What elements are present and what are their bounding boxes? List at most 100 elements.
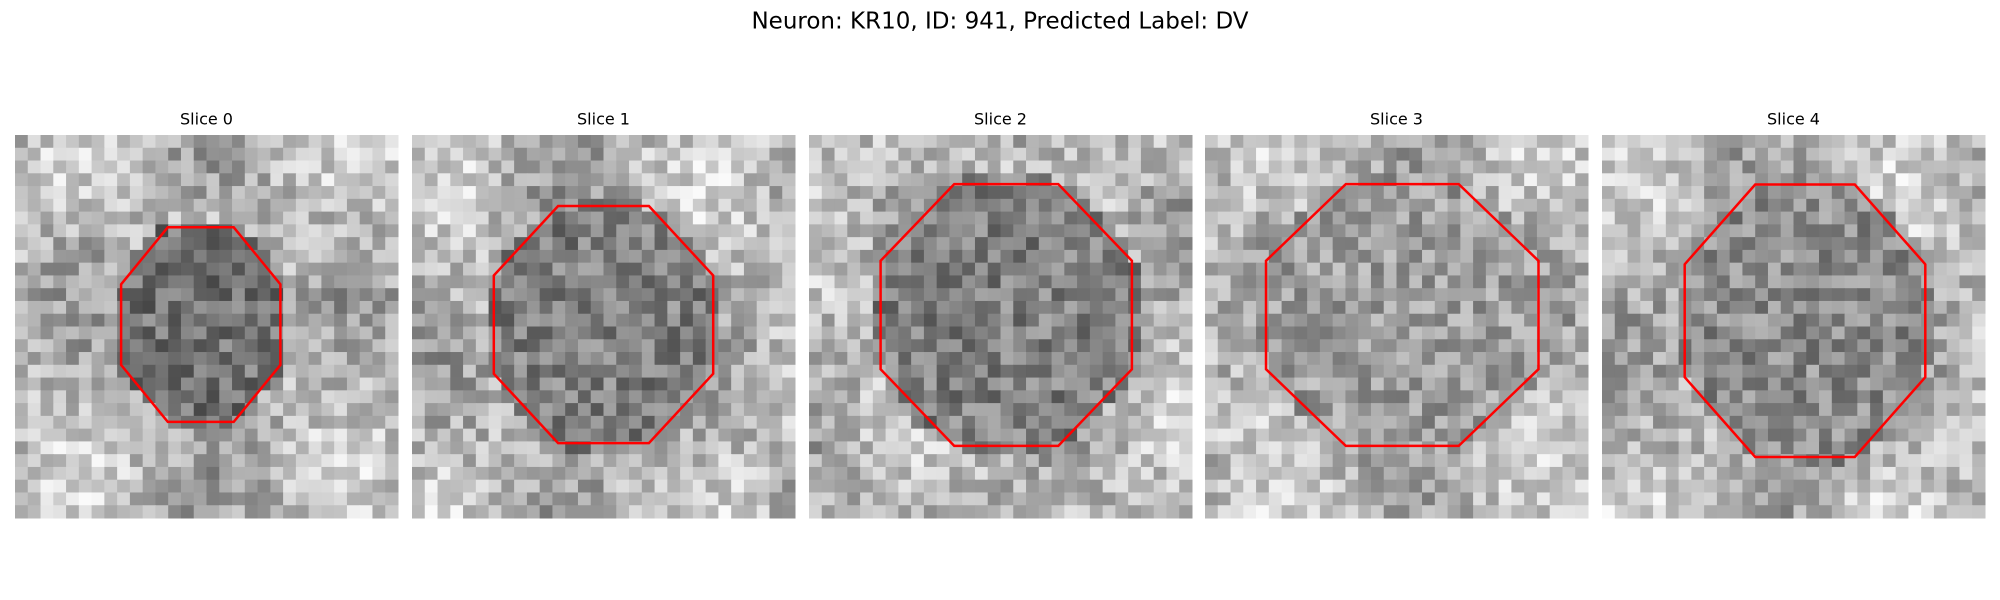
- pixel: [1716, 224, 1731, 238]
- pixel: [1383, 326, 1397, 340]
- pixel: [1908, 160, 1922, 174]
- pixel: [1409, 390, 1423, 404]
- pixel: [616, 237, 630, 251]
- pixel: [1422, 249, 1436, 264]
- pixel: [1844, 186, 1858, 200]
- pixel: [680, 364, 694, 379]
- pixel: [283, 441, 297, 455]
- pixel: [1793, 492, 1807, 506]
- pixel: [1640, 288, 1654, 302]
- pixel: [1153, 160, 1167, 174]
- pixel: [129, 339, 144, 353]
- pixel: [1217, 262, 1232, 276]
- pixel: [1562, 352, 1576, 366]
- pixel: [78, 211, 93, 225]
- pixel: [1294, 364, 1308, 379]
- pixel: [1013, 300, 1027, 315]
- pixel: [129, 466, 144, 481]
- pixel: [1434, 275, 1449, 289]
- pixel: [283, 339, 297, 353]
- pixel: [104, 466, 118, 481]
- pixel: [1128, 479, 1142, 493]
- pixel: [1793, 326, 1807, 340]
- pixel: [847, 390, 861, 404]
- pixel: [1562, 428, 1576, 442]
- pixel: [526, 275, 541, 289]
- pixel: [552, 135, 566, 149]
- pixel: [1332, 173, 1346, 187]
- pixel: [1115, 403, 1129, 417]
- pixel: [1230, 428, 1244, 442]
- pixel: [565, 224, 579, 238]
- pixel: [641, 403, 656, 417]
- pixel: [1806, 339, 1820, 353]
- pixel: [1627, 224, 1641, 238]
- pixel: [308, 211, 322, 225]
- pixel: [1575, 249, 1589, 264]
- pixel: [769, 275, 783, 289]
- pixel: [1972, 326, 1986, 340]
- pixel: [1115, 237, 1129, 251]
- pixel: [257, 224, 271, 238]
- pixel: [1549, 313, 1563, 327]
- pixel: [1895, 479, 1909, 493]
- pixel: [1396, 339, 1410, 353]
- pixel: [1716, 135, 1731, 149]
- pixel: [987, 288, 1001, 302]
- pixel: [1026, 466, 1040, 481]
- pixel: [1153, 262, 1167, 276]
- pixel: [104, 492, 118, 506]
- pixel: [565, 326, 579, 340]
- pixel: [1345, 147, 1359, 162]
- pixel: [412, 364, 426, 379]
- pixel: [1742, 224, 1756, 238]
- pixel: [168, 403, 182, 417]
- pixel: [1140, 364, 1155, 379]
- pixel: [40, 479, 54, 493]
- pixel: [1064, 313, 1078, 327]
- pixel: [1409, 186, 1423, 200]
- pixel: [1959, 135, 1973, 149]
- pixel: [872, 377, 887, 391]
- pixel: [1653, 492, 1667, 506]
- pixel: [1179, 339, 1193, 353]
- pixel: [1140, 313, 1155, 327]
- pixel: [488, 147, 502, 162]
- pixel: [1933, 237, 1948, 251]
- pixel: [1447, 326, 1461, 340]
- pixel: [1895, 364, 1909, 379]
- pixel: [1281, 275, 1295, 289]
- pixel: [475, 300, 490, 315]
- pixel: [539, 300, 553, 315]
- pixel: [1870, 415, 1884, 430]
- pixel: [1243, 403, 1257, 417]
- pixel: [1767, 326, 1782, 340]
- pixel: [1217, 198, 1232, 213]
- pixel: [1281, 288, 1295, 302]
- pixel: [78, 300, 93, 315]
- pixel: [412, 492, 426, 506]
- pixel: [463, 415, 477, 430]
- pixel: [1895, 313, 1909, 327]
- pixel: [1038, 454, 1053, 468]
- pixel: [1549, 224, 1563, 238]
- pixel: [641, 492, 656, 506]
- pixel: [463, 466, 477, 481]
- pixel: [539, 364, 553, 379]
- pixel: [1627, 492, 1641, 506]
- pixel: [1358, 352, 1372, 366]
- pixel: [129, 479, 144, 493]
- pixel: [1640, 403, 1654, 417]
- pixel: [295, 415, 310, 430]
- pixel: [501, 326, 515, 340]
- pixel: [142, 224, 156, 238]
- pixel: [40, 403, 54, 417]
- pixel: [616, 262, 630, 276]
- pixel: [1051, 326, 1065, 340]
- pixel: [923, 135, 938, 149]
- pixel: [155, 403, 169, 417]
- pixel: [1128, 390, 1142, 404]
- pixel: [155, 135, 169, 149]
- pixel: [40, 211, 54, 225]
- pixel: [1793, 415, 1807, 430]
